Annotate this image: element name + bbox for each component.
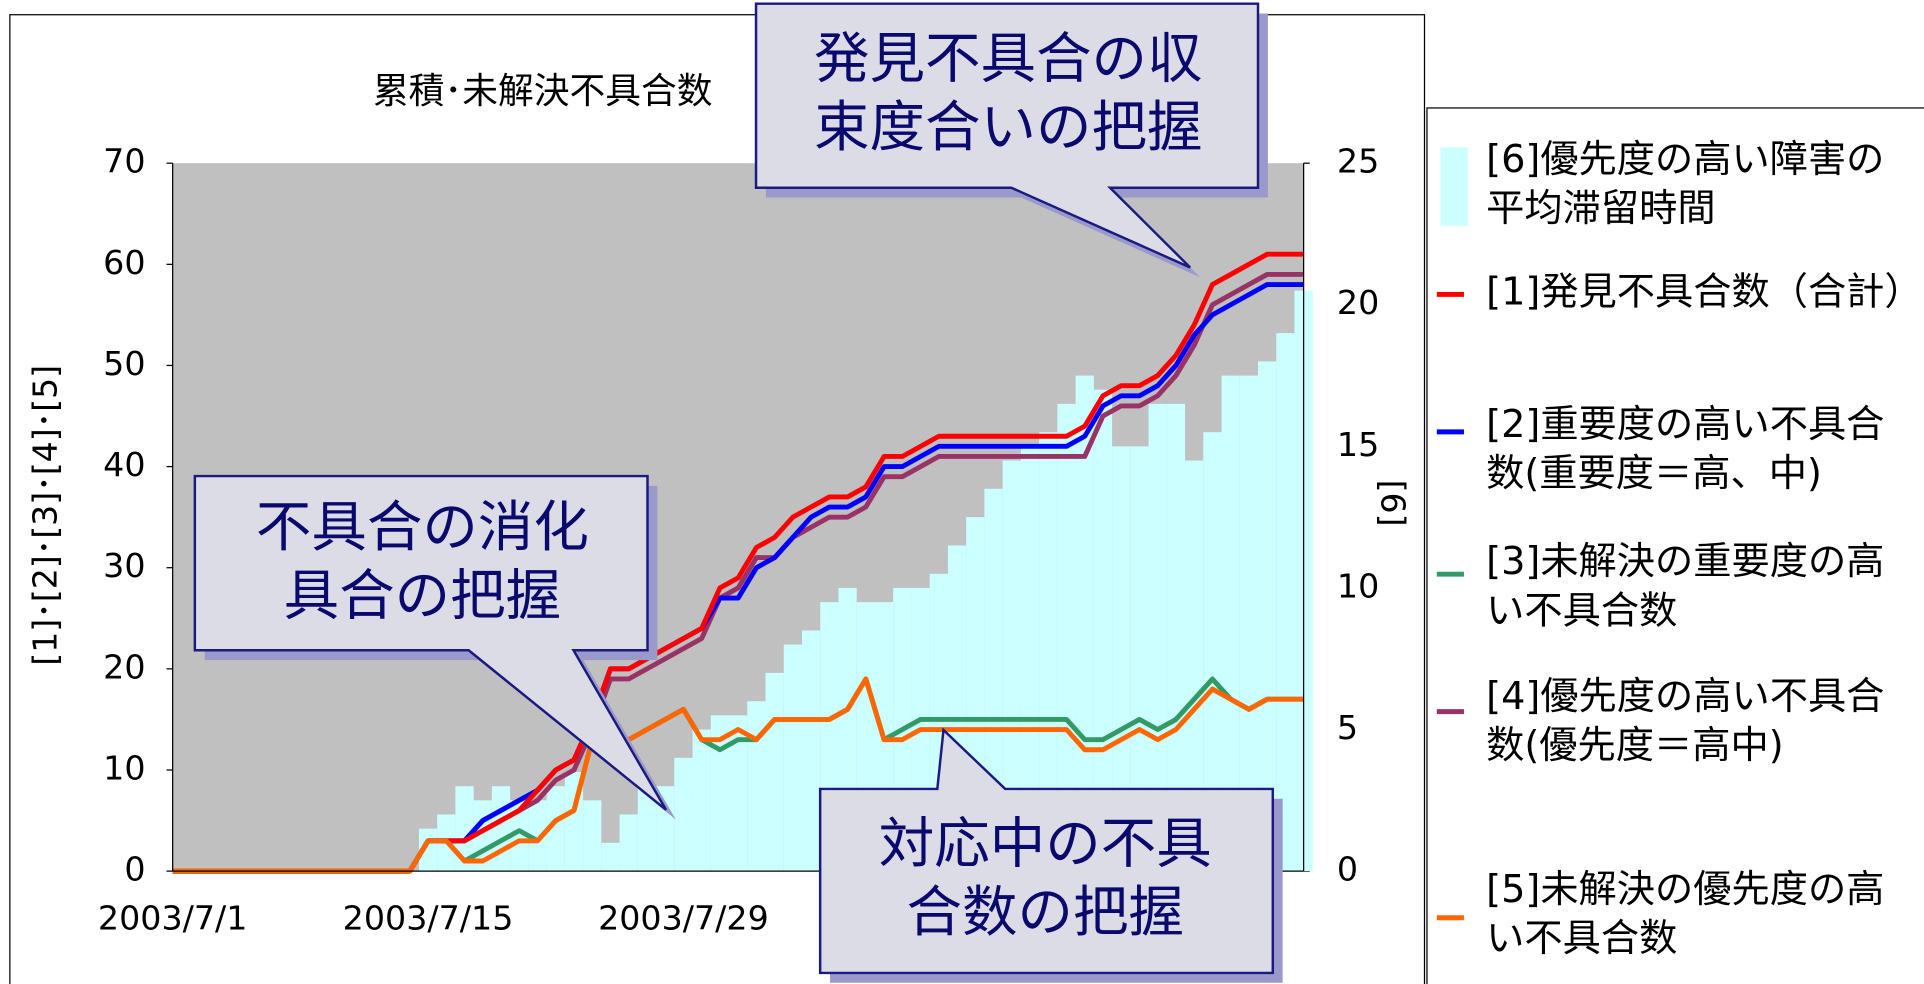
bar [1130, 446, 1149, 872]
y-tick-label: 50 [103, 344, 145, 383]
callouts [193, 2, 1283, 983]
bar [1185, 460, 1204, 872]
bar [1002, 460, 1021, 872]
y2-tick-label: 5 [1337, 708, 1358, 747]
bar [765, 672, 784, 872]
bar [1166, 403, 1186, 872]
legend-label: [5]未解決の優先度の高い不具合数 [1486, 867, 1885, 961]
y2-tick-label: 20 [1337, 283, 1379, 322]
bar [1148, 403, 1167, 872]
x-tick-label: 2003/7/1 [98, 899, 248, 938]
bar [546, 786, 565, 872]
legend-label: [1]発見不具合数（合計） [1486, 269, 1923, 315]
x-tick-label: 2003/7/29 [598, 899, 769, 938]
bar [1276, 333, 1295, 872]
bar [601, 842, 620, 872]
bar [1221, 375, 1240, 872]
bar [583, 800, 602, 872]
legend-label: [4]優先度の高い不具合数(優先度＝高中) [1486, 674, 1885, 769]
bar [656, 786, 675, 872]
bar [491, 786, 511, 872]
bar [1112, 446, 1131, 872]
y2-tick-label: 15 [1337, 425, 1379, 464]
bar [1039, 432, 1058, 872]
legend-label: [2]重要度の高い不具合数(重要度＝高、中) [1486, 402, 1885, 496]
bar [674, 757, 693, 872]
bar [710, 715, 730, 872]
y-tick-label: 10 [103, 749, 145, 788]
y2-tick-label: 0 [1337, 850, 1358, 889]
callout-box [754, 2, 1260, 269]
callout-box [818, 727, 1275, 975]
y-tick-label: 70 [103, 142, 145, 181]
callout-text: 対応中の不具合数の把握 [878, 811, 1212, 945]
x-tick-label: 2003/7/15 [343, 899, 514, 938]
callout-box [193, 474, 668, 811]
y2-tick-label: 25 [1337, 142, 1379, 181]
bar [1057, 403, 1076, 872]
bar [510, 800, 529, 872]
bar [1258, 361, 1277, 872]
chart-title: 累積･未解決不具合数 [373, 71, 713, 112]
legend [1436, 147, 1468, 921]
callout-text: 不具合の消化具合の把握 [255, 494, 589, 629]
y2-axis-label: [6] [1374, 480, 1413, 527]
bar [528, 800, 547, 872]
bar [801, 630, 821, 872]
y-tick-label: 30 [103, 546, 145, 585]
y-tick-label: 20 [103, 647, 145, 686]
bar [747, 701, 766, 872]
legend-frame [1426, 107, 1924, 984]
y2-tick-label: 10 [1337, 567, 1379, 606]
y-tick-label: 60 [103, 243, 145, 282]
bar [637, 786, 657, 872]
legend-swatch [1440, 147, 1468, 226]
legend-label: [3]未解決の重要度の高い不具合数 [1486, 539, 1885, 634]
bar [455, 786, 474, 872]
y-tick-label: 40 [103, 445, 145, 484]
bar [1020, 446, 1040, 872]
y-axis-label: [1]･[2]･[3]･[4]･[5] [25, 365, 64, 666]
legend-label: [6]優先度の高い障害の平均滞留時間 [1486, 137, 1885, 231]
bar [692, 729, 711, 872]
bar [1239, 375, 1259, 872]
bar [1203, 432, 1222, 872]
bar [619, 814, 638, 872]
y-tick-label: 0 [124, 850, 145, 889]
callout-text: 発見不具合の収束度合いの把握 [813, 25, 1203, 160]
bar [729, 715, 748, 872]
bar [783, 644, 802, 872]
